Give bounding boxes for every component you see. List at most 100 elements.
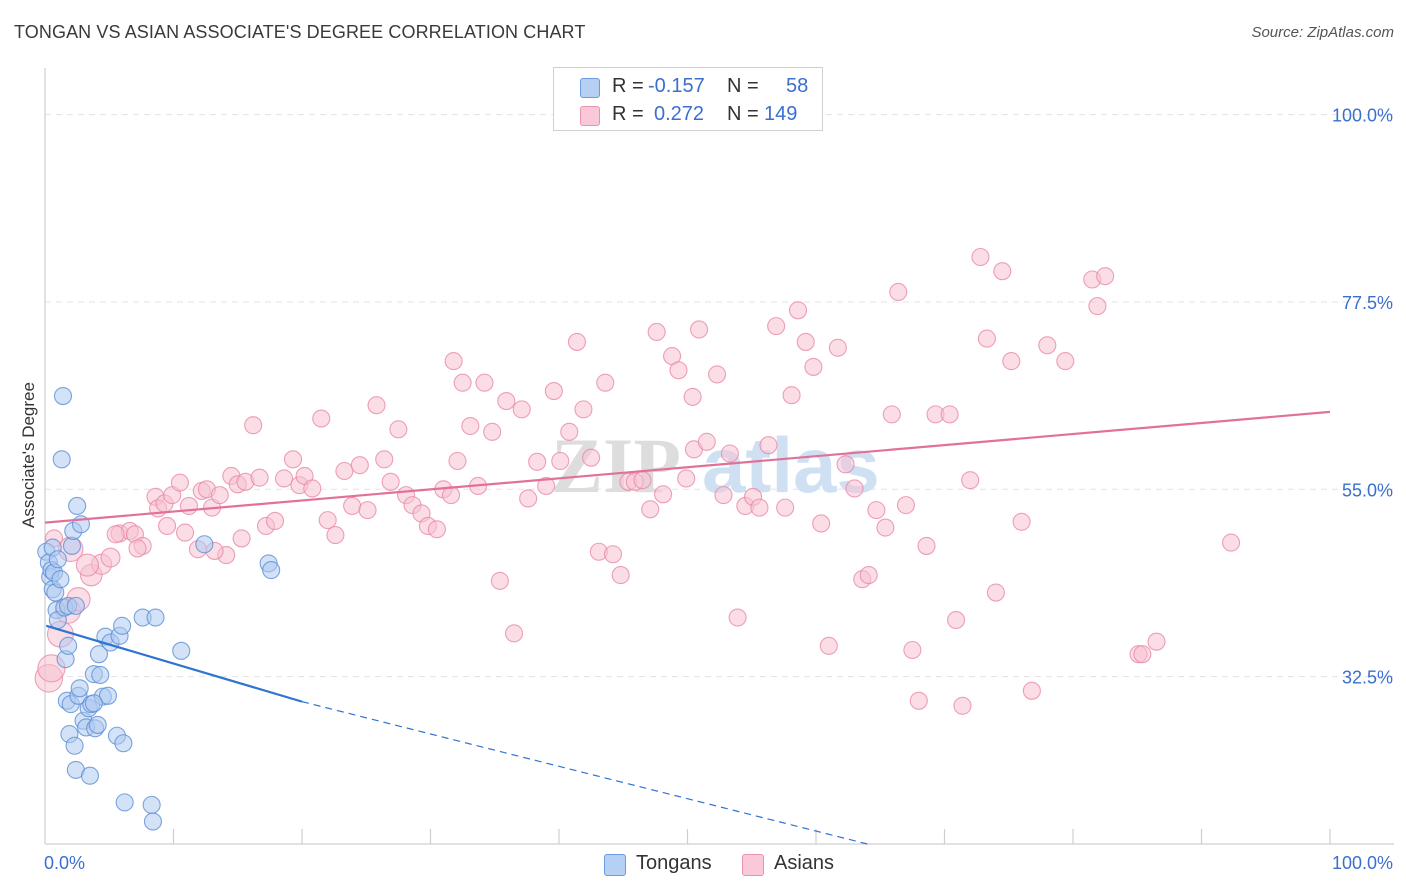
asian-point: [947, 610, 966, 630]
asian-point: [367, 396, 386, 415]
tongan-point: [65, 736, 84, 755]
tongan-point: [146, 608, 165, 627]
asian-point: [759, 436, 778, 455]
asian-point: [335, 461, 354, 481]
asian-point: [782, 386, 801, 405]
asian-point: [836, 455, 855, 474]
tongan-point: [62, 536, 82, 555]
asian-point: [1088, 297, 1107, 316]
asian-point: [475, 373, 494, 392]
tongan-point: [114, 734, 133, 753]
asian-point: [326, 526, 345, 545]
n-label: N =: [727, 103, 759, 125]
asian-point: [909, 691, 928, 710]
asian-point: [448, 451, 467, 471]
r-value: 0.272: [654, 103, 705, 125]
y-tick-label: 55.0%: [1342, 480, 1393, 500]
asian-point: [1096, 267, 1115, 286]
asian-point: [179, 496, 198, 516]
asian-point: [669, 361, 688, 380]
asian-point: [283, 450, 303, 469]
asian-point: [176, 523, 195, 542]
tongan-point: [70, 679, 89, 698]
asian-point: [75, 553, 99, 577]
asian-point: [358, 501, 377, 520]
asian-point: [728, 608, 747, 627]
asian-point: [250, 468, 269, 487]
asian-point: [375, 450, 394, 469]
correlation-legend: R = -0.157 N = 58 R = 0.272 N = 149: [553, 67, 823, 131]
asian-point: [882, 405, 901, 424]
asian-point: [641, 500, 660, 519]
tongan-swatch: [580, 78, 600, 98]
asian-point: [767, 317, 786, 336]
asian-point: [318, 511, 337, 530]
tongan-point: [68, 496, 87, 516]
asian-swatch: [742, 854, 764, 876]
asian-point: [977, 329, 996, 348]
asian-point: [788, 301, 808, 320]
legend-row-tongans: R = -0.157 N = 58: [554, 72, 822, 100]
tongan-point: [142, 795, 161, 814]
asian-point: [512, 400, 531, 419]
asian-point: [128, 539, 147, 558]
asian-point: [804, 357, 823, 376]
asian-point: [303, 479, 322, 498]
asian-trend-line: [44, 410, 1331, 524]
asian-point: [461, 416, 480, 436]
axes: [44, 68, 1394, 845]
tongans-label: Tongans: [636, 852, 712, 874]
asian-point: [274, 469, 294, 488]
tongan-point: [52, 450, 71, 469]
tongan-point: [115, 793, 134, 812]
y-axis-label: Associate's Degree: [19, 382, 38, 528]
asian-point: [828, 338, 847, 357]
asian-point: [444, 352, 463, 371]
asian-point: [697, 432, 716, 451]
asian-point: [683, 387, 702, 406]
asian-point: [497, 392, 516, 411]
asian-point: [1022, 681, 1041, 700]
tongan-point: [51, 570, 70, 589]
asian-point: [1002, 352, 1021, 371]
asian-point: [896, 496, 916, 515]
r-value: -0.157: [648, 75, 705, 97]
asian-point: [917, 536, 936, 555]
tongan-point: [98, 686, 118, 705]
asian-point: [560, 422, 579, 441]
y-tick-label: 77.5%: [1342, 293, 1393, 313]
asian-point: [504, 624, 524, 643]
asian-point: [389, 420, 408, 439]
asian-point: [528, 452, 547, 471]
x-tick-label-max: 100.0%: [1332, 853, 1393, 873]
asian-point: [232, 529, 251, 548]
asian-point: [343, 496, 362, 516]
asian-point: [1038, 336, 1057, 355]
asian-point: [1056, 352, 1075, 371]
tongan-point: [172, 641, 191, 660]
tongan-swatch: [604, 854, 626, 876]
tongan-points: [37, 387, 281, 831]
r-label: R =: [612, 75, 644, 97]
asian-point: [720, 444, 739, 463]
asian-point: [312, 409, 331, 428]
n-value: 149: [764, 103, 798, 125]
asian-point: [490, 571, 509, 590]
tongan-point: [89, 645, 109, 664]
asian-points: [34, 247, 1241, 715]
asian-point: [596, 373, 615, 392]
asian-point: [100, 547, 121, 568]
asian-point: [453, 373, 472, 392]
chart-title: TONGAN VS ASIAN ASSOCIATE'S DEGREE CORRE…: [14, 22, 586, 42]
tongan-point: [53, 387, 73, 406]
asian-point: [859, 566, 878, 585]
asian-point: [537, 476, 556, 496]
y-tick-label: 100.0%: [1332, 106, 1393, 126]
asian-point: [574, 400, 593, 419]
n-label: N =: [727, 75, 759, 97]
source-credit: Source: ZipAtlas.com: [1251, 24, 1394, 41]
tongan-point: [48, 550, 67, 569]
asian-point: [690, 320, 709, 339]
asian-point: [708, 365, 727, 384]
tongan-point: [195, 535, 214, 554]
